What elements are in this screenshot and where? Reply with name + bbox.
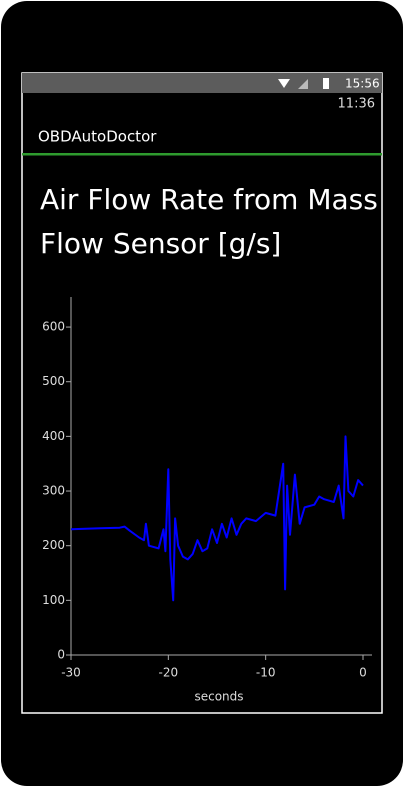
x-axis-label: seconds <box>194 690 243 704</box>
header-divider <box>22 153 382 156</box>
app-name: OBDAutoDoctor <box>38 128 157 146</box>
y-tick-label: 100 <box>42 593 65 607</box>
y-tick-label: 0 <box>57 648 65 662</box>
x-tick-label: -20 <box>159 666 179 680</box>
battery-icon <box>323 78 329 89</box>
chart-title: Air Flow Rate from Mass Flow Sensor [g/s… <box>40 183 378 260</box>
y-tick-label: 500 <box>42 374 65 388</box>
chart: 0 100 200 300 400 500 600 -30 -20 -10 0 seconds <box>42 297 372 704</box>
y-tick-label: 400 <box>42 429 65 443</box>
data-line <box>70 435 364 602</box>
x-tick-label: 0 <box>359 666 367 680</box>
y-tick-label: 300 <box>42 484 65 498</box>
wifi-icon <box>278 79 290 88</box>
status-bar <box>22 73 382 93</box>
x-tick-label: -30 <box>61 666 81 680</box>
y-tick-label: 200 <box>42 538 65 552</box>
x-tick-label: -10 <box>256 666 276 680</box>
y-tick-label: 600 <box>42 320 65 334</box>
signal-icon <box>298 79 308 89</box>
app-time: 11:36 <box>338 97 375 112</box>
status-time: 15:56 <box>345 77 380 91</box>
screen <box>21 72 383 714</box>
